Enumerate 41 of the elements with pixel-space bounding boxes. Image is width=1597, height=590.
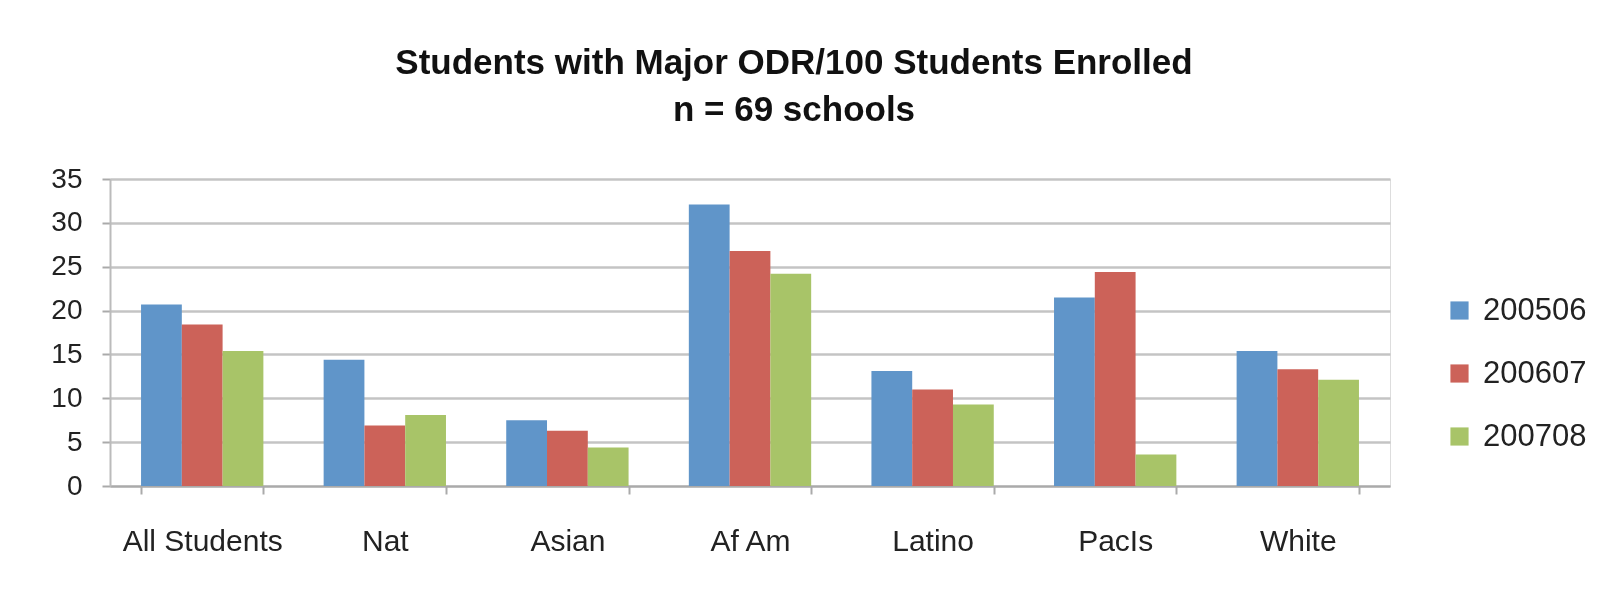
bar xyxy=(141,304,182,486)
legend-label: 200708 xyxy=(1483,417,1587,453)
bar xyxy=(871,371,913,486)
y-tick-label: 5 xyxy=(66,425,83,457)
bar xyxy=(222,350,264,486)
x-tick-label: Af Am xyxy=(710,523,791,557)
x-tick-label: Latino xyxy=(892,523,974,557)
bar xyxy=(1236,350,1278,486)
x-tick-label: Asian xyxy=(530,523,606,557)
chart-title: Students with Major ODR/100 Students Enrolled xyxy=(395,42,1193,81)
y-tick-label: 0 xyxy=(66,469,83,501)
bar xyxy=(364,425,406,486)
bar xyxy=(1054,297,1095,486)
bar xyxy=(688,204,730,486)
bar xyxy=(1318,379,1359,486)
bar xyxy=(729,250,771,486)
x-tick-label: White xyxy=(1259,523,1337,557)
legend-label: 200607 xyxy=(1483,354,1587,390)
bar xyxy=(587,447,629,486)
bar xyxy=(1135,454,1177,486)
bar xyxy=(770,273,812,486)
y-tick-label: 10 xyxy=(51,381,83,413)
bar xyxy=(1277,369,1319,486)
bar xyxy=(912,389,953,486)
y-tick-label: 15 xyxy=(51,337,83,369)
legend-label: 200506 xyxy=(1483,291,1587,327)
x-tick-label: All Students xyxy=(122,523,283,557)
bar xyxy=(405,414,446,486)
bar xyxy=(1094,271,1136,486)
y-tick-label: 30 xyxy=(51,206,83,238)
x-tick-label: PacIs xyxy=(1078,523,1154,557)
y-tick-label: 35 xyxy=(51,162,83,194)
chart-subtitle: n = 69 schools xyxy=(672,89,916,128)
bar xyxy=(547,430,588,486)
bar xyxy=(952,404,994,486)
bar xyxy=(181,324,223,486)
y-tick-label: 20 xyxy=(51,294,83,326)
y-tick-label: 25 xyxy=(51,250,83,282)
bar xyxy=(506,420,548,486)
x-tick-label: Nat xyxy=(361,523,410,557)
bar xyxy=(323,359,365,486)
